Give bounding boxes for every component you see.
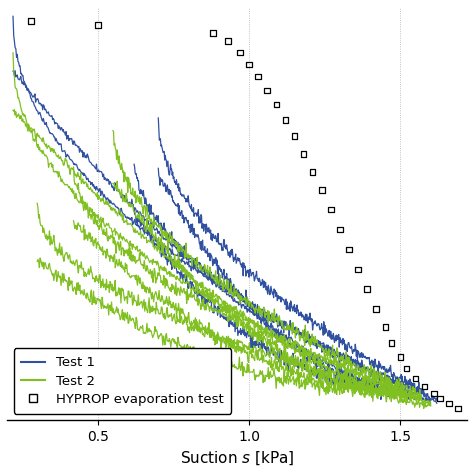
- Point: [246, 61, 253, 68]
- Point: [255, 73, 262, 80]
- Point: [273, 100, 280, 108]
- Point: [94, 21, 101, 28]
- Point: [282, 117, 289, 124]
- Point: [309, 168, 317, 176]
- Point: [27, 17, 35, 25]
- Point: [373, 305, 380, 313]
- Point: [345, 246, 353, 253]
- Point: [397, 353, 404, 361]
- Point: [327, 206, 335, 213]
- Point: [382, 323, 389, 331]
- X-axis label: Suction $s$ [kPa]: Suction $s$ [kPa]: [180, 450, 294, 467]
- Point: [224, 37, 232, 45]
- Point: [445, 400, 453, 408]
- Point: [336, 226, 344, 233]
- Point: [388, 339, 395, 346]
- Point: [430, 390, 438, 397]
- Point: [421, 383, 428, 391]
- Point: [354, 265, 362, 273]
- Point: [412, 375, 419, 383]
- Point: [236, 49, 244, 56]
- Point: [454, 405, 462, 412]
- Point: [209, 29, 217, 36]
- Point: [364, 285, 371, 293]
- Point: [318, 186, 326, 193]
- Point: [300, 150, 307, 158]
- Point: [436, 395, 444, 402]
- Point: [403, 365, 410, 373]
- Point: [264, 87, 271, 94]
- Point: [291, 132, 298, 140]
- Legend: Test 1, Test 2, HYPROP evaporation test: Test 1, Test 2, HYPROP evaporation test: [14, 348, 231, 414]
